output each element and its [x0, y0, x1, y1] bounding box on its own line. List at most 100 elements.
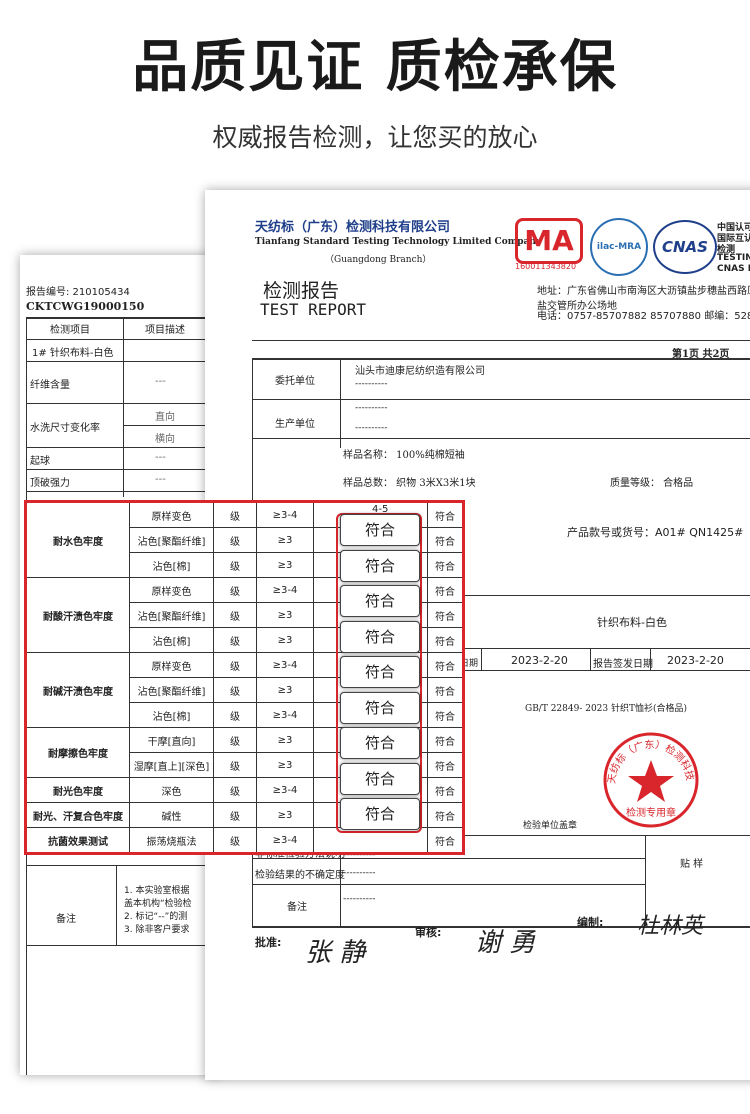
issue-label: 报告签发日期: [593, 659, 653, 670]
row-item: 水洗尺寸变化率: [30, 423, 100, 434]
company-en: Tianfang Standard Testing Technology Lim…: [255, 237, 542, 247]
sample-desc: 针织布料-白色: [597, 616, 667, 629]
page-subtitle: 权威报告检测，让您买的放心: [212, 123, 538, 152]
test-item: 耐光、汗复合色牢度: [25, 802, 130, 828]
quality: 质量等级： 合格品: [610, 478, 694, 489]
side-mark: TESTING: [717, 253, 750, 263]
date-label: 日期: [460, 659, 479, 669]
result-box: 符合: [340, 585, 420, 617]
style-no: 产品款号或货号：A01# QN1425#: [567, 526, 744, 539]
standard: ≥3: [256, 627, 314, 653]
result-box: 符合: [340, 549, 420, 582]
judgement: 符合: [427, 627, 464, 653]
test-item: 耐光色牢度: [25, 777, 130, 803]
sub-item: 干摩[直向]: [129, 727, 214, 753]
judgement: 符合: [427, 527, 464, 553]
client: 汕头市迪康尼纺织造有限公司: [355, 366, 485, 377]
standard: ≥3-4: [256, 501, 314, 528]
ma-number: 160011343820: [515, 262, 577, 271]
top-value: 4-5: [372, 504, 389, 515]
side-mark: 中国认可: [717, 223, 750, 233]
unit: 级: [213, 527, 257, 553]
judgement: 符合: [427, 702, 464, 728]
unit: 级: [213, 602, 257, 628]
standard: ≥3: [256, 677, 314, 703]
judgement: 符合: [427, 602, 464, 628]
date: 2023-2-20: [511, 654, 568, 667]
ma-logo: MA: [515, 218, 583, 264]
blank: ----------: [355, 423, 388, 433]
standard: ≥3: [256, 527, 314, 553]
standard: ≥3: [256, 752, 314, 778]
unit: 级: [213, 501, 257, 528]
result-box: 符合: [340, 691, 420, 724]
approve-label: 批准:: [255, 936, 282, 949]
producer-label: 生产单位: [275, 419, 315, 430]
row-item: 起球: [30, 456, 50, 467]
unit: 级: [213, 627, 257, 653]
sample-label: 1# 针织布料-白色: [32, 348, 114, 359]
test-item: 抗菌效果测试: [25, 827, 130, 854]
result-row: 沾色[聚酯纤维] 级 ≥3 符合: [26, 527, 464, 553]
result-box: 符合: [340, 798, 420, 830]
judgement: 符合: [427, 552, 464, 578]
report-no: 报告编号: 210105434: [26, 287, 130, 298]
ilac-logo: ilac-MRA: [590, 218, 648, 276]
blank: ----------: [343, 868, 376, 878]
attach: 贴 样: [680, 859, 704, 870]
sub-item: 沾色[聚酯纤维]: [129, 602, 214, 628]
standard: GB/T 22849- 2023 针织T恤衫(合格品): [525, 704, 688, 714]
judgement: 符合: [427, 777, 464, 803]
result-box: 符合: [340, 514, 420, 546]
blank: ----------: [355, 403, 388, 413]
judgement: 符合: [427, 802, 464, 828]
row-desc: ---: [155, 474, 166, 485]
test-item: 耐碱汗渍色牢度: [25, 652, 130, 728]
report-title-cn: 检测报告: [263, 280, 340, 302]
stamp-label: 检验单位盖章: [523, 821, 578, 831]
compiler-signature: 杜林英: [637, 914, 704, 939]
unit: 级: [213, 727, 257, 753]
side-mark: CNAS L91: [717, 264, 750, 274]
sub-item: 原样变色: [129, 652, 214, 678]
stamp: 天纺标（广东）检测科技有限公司 检测专用章: [601, 730, 699, 828]
row-line: [123, 425, 220, 426]
row-desc: 直向: [155, 412, 175, 423]
test-item: 耐摩擦色牢度: [25, 727, 130, 778]
sub-item: 沾色[棉]: [129, 627, 214, 653]
row-line: [26, 469, 220, 470]
judgement: 符合: [427, 652, 464, 678]
result-box: 符合: [340, 727, 420, 759]
uncertainty: 检验结果的不确定度: [255, 870, 345, 881]
branch: （Guangdong Branch）: [325, 255, 432, 265]
row-item: 顶破强力: [30, 478, 70, 489]
row-desc: ---: [155, 376, 166, 387]
test-item: 耐水色牢度: [25, 501, 130, 578]
client-label: 委托单位: [275, 376, 315, 387]
sub-item: 振荡烧瓶法: [129, 827, 214, 854]
page-title: 品质见证 质检承保: [132, 35, 618, 100]
sub-item: 湿摩[直上][深色]: [129, 752, 214, 778]
remark: 备注: [287, 902, 307, 913]
reviewer-signature: 谢 勇: [475, 928, 536, 958]
unit: 级: [213, 652, 257, 678]
sub-item: 原样变色: [129, 501, 214, 528]
sub-item: 深色: [129, 777, 214, 803]
unit: 级: [213, 677, 257, 703]
col-header: 项目描述: [145, 325, 185, 336]
judgement: 符合: [427, 827, 464, 854]
remark-line: 1. 本实验室根据: [124, 886, 190, 896]
sample-total: 样品总数： 织物 3米X3米1块: [343, 478, 476, 489]
standard: ≥3: [256, 552, 314, 578]
standard: ≥3: [256, 727, 314, 753]
sub-item: 沾色[棉]: [129, 702, 214, 728]
standard: ≥3-4: [256, 577, 314, 603]
sub-item: 碱性: [129, 802, 214, 828]
row-desc: ---: [155, 452, 166, 463]
blank: ----------: [343, 850, 376, 860]
result-box: 符合: [340, 762, 420, 795]
report-title-en: TEST REPORT: [260, 300, 366, 319]
col-header: 检测项目: [50, 325, 90, 336]
sub-item: 原样变色: [129, 577, 214, 603]
